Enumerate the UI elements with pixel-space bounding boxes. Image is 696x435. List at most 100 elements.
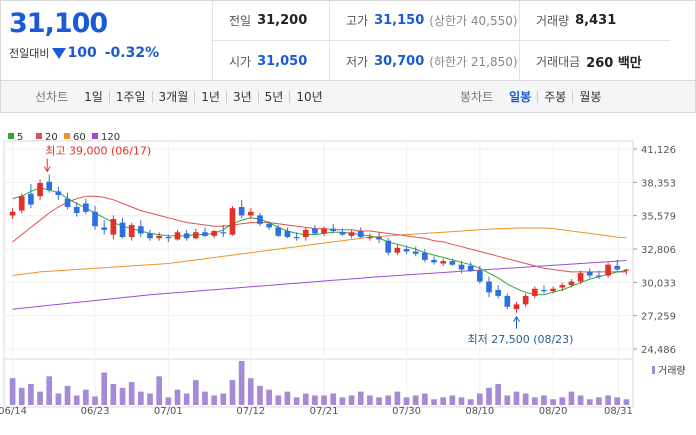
- legend-swatch-1: [36, 133, 42, 139]
- volume-bar: [238, 361, 245, 405]
- period-10y[interactable]: 10년: [289, 90, 328, 103]
- down-arrow-icon: [52, 47, 67, 59]
- candle-body: [238, 207, 245, 216]
- candle-monthly[interactable]: 월봉: [572, 90, 607, 103]
- y-tick-label: 41,126: [641, 145, 676, 156]
- candle-body: [147, 233, 153, 239]
- candle-body: [422, 252, 428, 260]
- candle-body: [550, 288, 556, 292]
- volume-bar: [467, 399, 474, 405]
- volume-bar: [385, 395, 392, 405]
- candle-body: [211, 231, 217, 236]
- quote-header: 31,100 전일대비 100 -0.32% 전일 31,200 고가 31,1…: [0, 0, 696, 81]
- x-tick-label: 07/12: [236, 406, 265, 417]
- candle-body: [367, 237, 373, 239]
- high-label: 고가: [346, 14, 369, 28]
- candle-body: [513, 304, 520, 310]
- legend-label-1: 20: [45, 132, 58, 143]
- x-tick-label: 06/14: [0, 406, 27, 417]
- candle-body: [275, 227, 282, 236]
- candle-body: [385, 240, 392, 253]
- volume-bar: [55, 393, 62, 405]
- candle-body: [138, 226, 144, 234]
- chart-toolbar: 선차트 1일 1주일 3개월 1년 3년 5년 10년 봉차트 일봉 주봉 월봉: [0, 80, 696, 113]
- candle-body: [504, 295, 511, 307]
- quote-info-grid: 전일 31,200 고가 31,150 (상한가 40,550) 거래량 8,4…: [213, 1, 695, 81]
- candle-weekly[interactable]: 주봉: [537, 90, 572, 103]
- volume-bar: [623, 399, 630, 405]
- volume-bar: [174, 389, 181, 405]
- open-label: 시가: [229, 54, 252, 69]
- legend-label-0: 5: [17, 132, 23, 143]
- y-tick-label: 35,579: [641, 212, 676, 223]
- volume-bar: [321, 395, 327, 405]
- volume-bar: [330, 393, 337, 405]
- volume-bar: [64, 385, 71, 405]
- candle-body: [486, 281, 492, 293]
- volume-bar: [83, 389, 89, 405]
- candle-body: [330, 228, 337, 232]
- candle-body: [110, 219, 117, 235]
- open-value: 31,050: [257, 53, 308, 69]
- volume-bar: [559, 397, 566, 405]
- x-tick-label: 07/01: [154, 406, 183, 417]
- period-1y[interactable]: 1년: [194, 90, 226, 103]
- y-tick-label: 38,353: [641, 178, 676, 189]
- volume-bar: [211, 395, 217, 405]
- candle-body: [394, 247, 401, 253]
- volume-bar: [422, 393, 428, 405]
- volume-bar: [577, 395, 584, 405]
- candle-body: [293, 237, 300, 239]
- candle-chart-types: 봉차트 일봉 주봉 월봉: [460, 88, 607, 105]
- prev-close-cell: 전일 31,200: [213, 1, 330, 41]
- volume-bar: [37, 391, 43, 405]
- volume-bar: [605, 395, 611, 405]
- volume-bar: [9, 378, 16, 405]
- volume-legend-swatch: [652, 366, 655, 374]
- volume-bar: [476, 393, 483, 405]
- period-1d[interactable]: 1일: [84, 89, 103, 104]
- chart-area: 41,126 38,353 35,579 32,806 30,033 27,259 24,4…: [0, 113, 696, 435]
- lower-limit-value: (하한가 21,850): [429, 54, 518, 69]
- x-tick-label: 07/21: [310, 406, 339, 417]
- volume-bar: [147, 393, 153, 405]
- x-tick-label: 08/31: [604, 406, 633, 417]
- candle-body: [83, 203, 89, 212]
- high-cell: 고가 31,150 (상한가 40,550): [330, 1, 520, 41]
- candle-body: [412, 251, 419, 254]
- candle-body: [101, 227, 108, 230]
- prev-close-label: 전일: [229, 14, 252, 28]
- candle-daily[interactable]: 일봉: [509, 89, 532, 104]
- volume-bar: [550, 399, 556, 405]
- volume-bar: [284, 391, 291, 405]
- volume-bar: [293, 397, 300, 405]
- period-1w[interactable]: 1주일: [108, 90, 152, 103]
- x-tick-label: 08/20: [539, 406, 568, 417]
- candle-body: [440, 261, 447, 264]
- volume-bar: [275, 395, 282, 405]
- high-arrow-head: [43, 166, 51, 173]
- volume-bar: [440, 397, 447, 405]
- candle-body: [531, 288, 538, 296]
- volume-bar: [541, 395, 547, 405]
- volume-bar: [266, 389, 272, 405]
- volume-bar: [302, 393, 309, 405]
- candle-body: [348, 232, 355, 236]
- period-3y[interactable]: 3년: [225, 90, 258, 103]
- volume-bar: [46, 376, 53, 405]
- volume-bar: [192, 380, 199, 405]
- candle-body: [18, 196, 25, 211]
- volume-bar: [394, 391, 401, 405]
- y-tick-label: 32,806: [641, 245, 676, 256]
- low-annotation: 최저 27,500 (08/23): [467, 333, 573, 346]
- period-5y[interactable]: 5년: [257, 90, 290, 103]
- volume-bar: [431, 399, 437, 405]
- volume-bar: [596, 397, 602, 405]
- candle-body: [431, 259, 437, 263]
- candle-body: [605, 264, 611, 276]
- period-3m[interactable]: 3개월: [151, 90, 195, 103]
- candle-body: [376, 237, 382, 240]
- volume-bar: [522, 393, 529, 405]
- candle-body: [165, 237, 172, 239]
